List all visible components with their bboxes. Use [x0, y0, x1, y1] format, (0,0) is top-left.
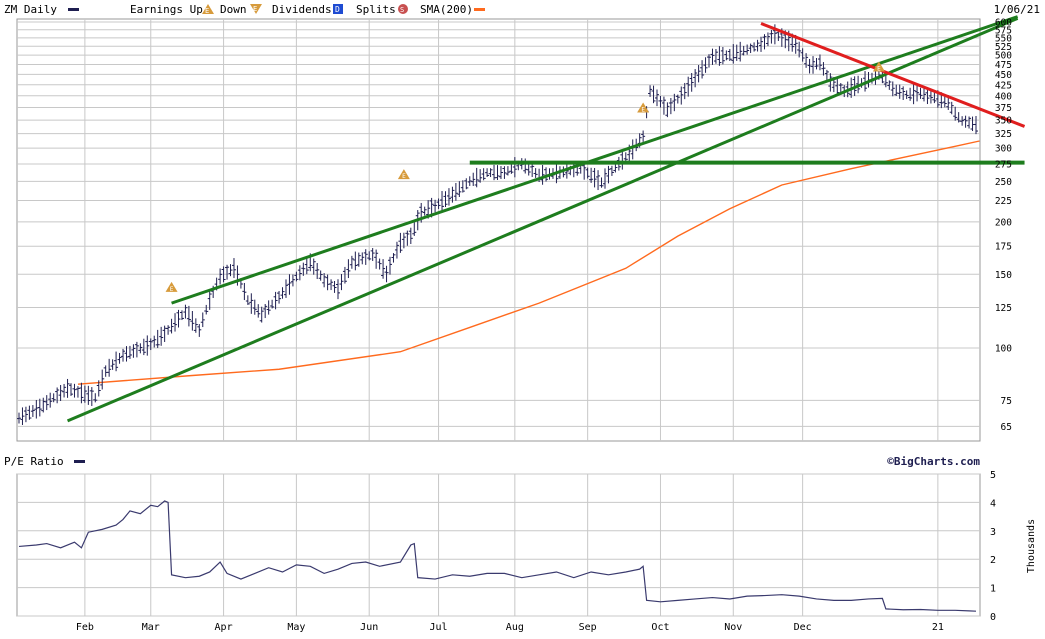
dividends-icon — [333, 4, 343, 14]
earnings-markers: E E E E — [165, 61, 885, 293]
splits-label: Splits — [356, 3, 396, 16]
green-trendline — [66, 17, 1019, 423]
x-tick-label: Jun — [360, 622, 378, 633]
y-tick-label: 475 — [995, 60, 1012, 71]
x-tick-label: Dec — [794, 622, 812, 633]
earnings-icon-glyph: E — [877, 65, 881, 72]
pe-legend-swatch — [74, 460, 85, 463]
y-tick-label: 575 — [995, 25, 1012, 36]
x-tick-label: Aug — [506, 622, 524, 633]
lower-panel-header: P/E Ratio ©BigCharts.com Thousands — [4, 455, 1037, 573]
x-tick-label: Oct — [651, 622, 669, 633]
x-tick-label: 21 — [932, 622, 944, 633]
pe-panel-frame — [16, 473, 981, 617]
y-tick-label: 275 — [995, 159, 1012, 170]
earnings-up-icon — [202, 4, 214, 14]
trendlines — [66, 15, 1026, 423]
y-tick-label: 300 — [995, 144, 1012, 155]
earnings-down-glyph: E — [253, 5, 257, 13]
pe-y-tick-label: 5 — [990, 470, 996, 481]
earnings-down-label: Down — [220, 3, 247, 16]
y-tick-label: 125 — [995, 303, 1012, 314]
x-tick-label: Sep — [579, 622, 597, 633]
pe-y-tick-label: 3 — [990, 527, 996, 538]
y-tick-label: 325 — [995, 129, 1012, 140]
dividends-glyph: D — [335, 5, 340, 14]
earnings-icon-glyph: E — [170, 286, 174, 293]
y-tick-label: 400 — [995, 91, 1012, 102]
earnings-icon-glyph: E — [641, 107, 645, 114]
y-tick-label: 200 — [995, 217, 1012, 228]
red-trendline — [760, 22, 1026, 128]
sma-label: SMA(200) — [420, 3, 473, 16]
splits-icon — [398, 4, 408, 14]
ticker-legend-swatch — [68, 8, 79, 11]
y-tick-label: 425 — [995, 80, 1012, 91]
green-trendline — [171, 15, 1019, 305]
price-bars — [17, 24, 978, 425]
y-tick-label: 450 — [995, 70, 1012, 81]
pe-ratio-label: P/E Ratio — [4, 455, 64, 468]
x-tick-label: Mar — [142, 622, 160, 633]
earnings-up-label: Earnings Up — [130, 3, 203, 16]
pe-axis-unit: Thousands — [1026, 519, 1037, 573]
axes: Feb Mar Apr May Jun Jul Aug Sep Oct Nov Dec 2165751… — [76, 18, 1012, 633]
sma-legend-swatch — [474, 8, 485, 11]
x-tick-label: Apr — [215, 622, 233, 633]
watermark: ©BigCharts.com — [887, 455, 980, 468]
pe-y-tick-label: 0 — [990, 612, 996, 623]
pe-y-tick-label: 4 — [990, 498, 996, 509]
header-legend: ZM Daily Earnings Up E Down E Dividends … — [4, 3, 1040, 16]
pe-y-tick-label: 1 — [990, 584, 996, 595]
y-tick-label: 550 — [995, 33, 1012, 44]
pe-y-tick-label: 2 — [990, 555, 996, 566]
earnings-icon — [872, 61, 885, 72]
y-tick-label: 350 — [995, 116, 1012, 127]
y-tick-label: 375 — [995, 103, 1012, 114]
x-tick-label: Nov — [724, 622, 742, 633]
y-tick-label: 225 — [995, 196, 1012, 207]
splits-glyph: S — [400, 6, 404, 14]
earnings-up-glyph: E — [205, 7, 209, 15]
earnings-down-icon — [250, 4, 262, 14]
x-tick-label: May — [287, 622, 305, 633]
earnings-icon — [397, 169, 410, 180]
y-tick-label: 525 — [995, 42, 1012, 53]
earnings-icon — [165, 281, 178, 292]
y-tick-label: 500 — [995, 51, 1012, 62]
dividends-label: Dividends — [272, 3, 332, 16]
y-tick-label: 250 — [995, 177, 1012, 188]
y-tick-label: 600 — [995, 18, 1012, 29]
ticker-label: ZM Daily — [4, 3, 57, 16]
price-panel-frame — [16, 18, 981, 442]
pe-ratio-group — [18, 500, 977, 612]
earnings-icon-glyph: E — [402, 173, 406, 180]
pe-ratio-line — [18, 500, 977, 612]
sma-200-line — [77, 140, 980, 385]
chart-date: 1/06/21 — [994, 3, 1040, 16]
x-tick-label: Feb — [76, 622, 94, 633]
y-tick-label: 175 — [995, 242, 1012, 253]
y-tick-label: 65 — [1001, 422, 1012, 433]
earnings-icon — [637, 102, 650, 113]
sma-line-group — [77, 140, 980, 385]
y-tick-label: 100 — [995, 344, 1012, 355]
y-tick-label: 150 — [995, 270, 1012, 281]
x-tick-label: Jul — [430, 622, 448, 633]
y-tick-label: 75 — [1001, 396, 1012, 407]
